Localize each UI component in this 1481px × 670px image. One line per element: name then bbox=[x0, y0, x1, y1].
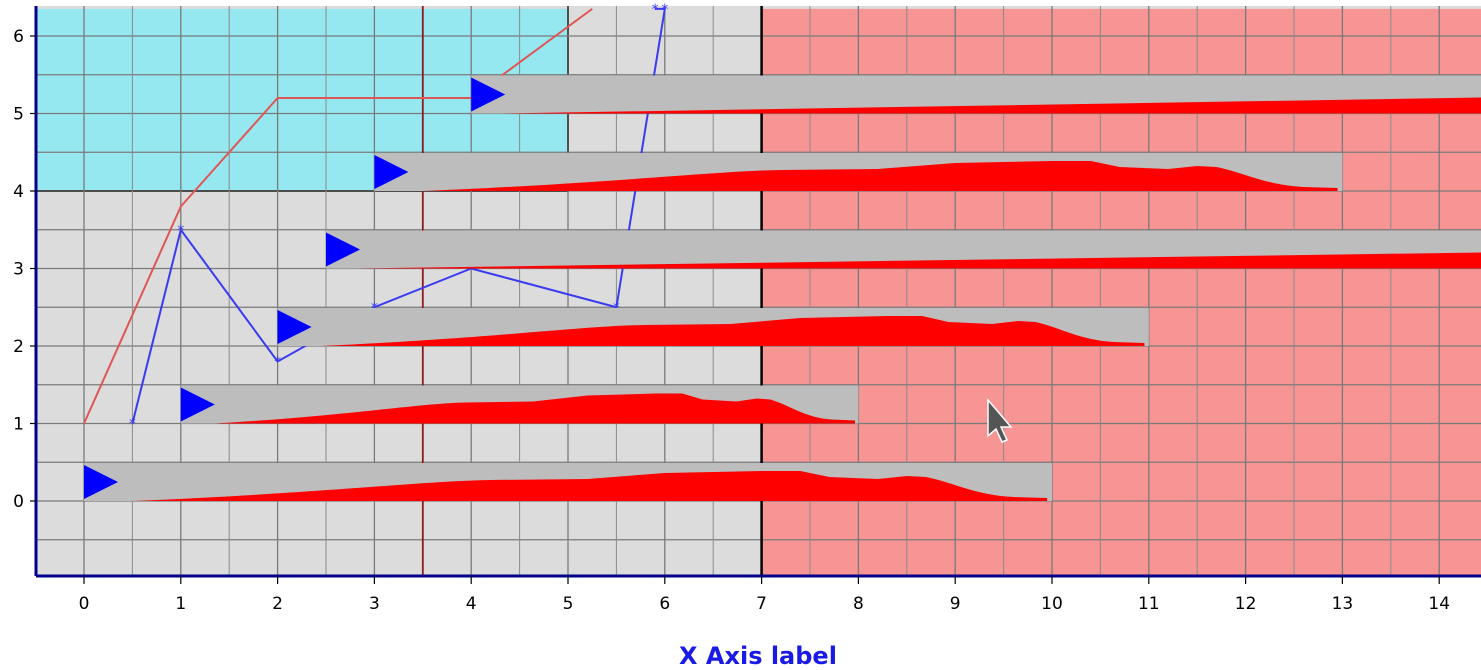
x-tick-label: 13 bbox=[1332, 594, 1354, 614]
x-axis-label: X Axis label bbox=[679, 642, 837, 670]
play-icon bbox=[374, 155, 409, 189]
x-tick-label: 6 bbox=[659, 594, 670, 614]
y-tick-label: 1 bbox=[13, 415, 24, 435]
y-tick-label: 5 bbox=[13, 105, 24, 125]
x-tick-label: 3 bbox=[369, 594, 380, 614]
x-tick-label: 1 bbox=[175, 594, 186, 614]
x-tick-label: 5 bbox=[563, 594, 574, 614]
sparkline-profile bbox=[422, 161, 1338, 191]
sparkline-bar bbox=[180, 385, 859, 424]
play-icon bbox=[84, 465, 118, 499]
x-tick-label: 8 bbox=[853, 594, 864, 614]
y-tick-label: 3 bbox=[13, 260, 24, 280]
series-point: * bbox=[468, 262, 475, 278]
sparkline-bar bbox=[374, 153, 1343, 191]
series-point: * bbox=[652, 2, 659, 18]
series-point: * bbox=[129, 417, 136, 433]
x-tick-label: 14 bbox=[1428, 594, 1450, 614]
series-line bbox=[83, 8, 593, 424]
play-icon bbox=[326, 232, 360, 267]
sparkline-bar bbox=[277, 308, 1149, 346]
play-icon bbox=[277, 310, 312, 344]
y-tick-labels: 0 1 2 3 4 5 6 bbox=[13, 27, 24, 512]
series-point: * bbox=[177, 223, 184, 239]
y-tick-label: 0 bbox=[13, 492, 24, 512]
series-point: * bbox=[274, 355, 281, 371]
sparkline-profile bbox=[214, 393, 856, 424]
sparkline-bar bbox=[326, 230, 1481, 269]
x-tick-label: 11 bbox=[1138, 594, 1160, 614]
x-tick-label: 12 bbox=[1235, 594, 1257, 614]
x-tick-label: 10 bbox=[1041, 594, 1063, 614]
series-point: * bbox=[661, 2, 668, 18]
y-tick-label: 6 bbox=[13, 27, 24, 47]
sparkline-profile bbox=[321, 316, 1145, 346]
play-icon bbox=[471, 77, 506, 112]
mouse-pointer-icon bbox=[987, 397, 1013, 443]
x-tick-label: 0 bbox=[79, 594, 90, 614]
play-icon bbox=[180, 387, 215, 422]
x-tick-label: 7 bbox=[756, 594, 767, 614]
sparkline-profile bbox=[356, 252, 1481, 269]
x-tick-labels: 0 1 2 3 4 5 6 7 8 9 10 11 12 13 14 bbox=[79, 594, 1450, 614]
x-tick-label: 9 bbox=[950, 594, 961, 614]
sparkline-bar bbox=[471, 75, 1481, 114]
x-tick-label: 4 bbox=[466, 594, 477, 614]
sparkline-bar bbox=[84, 463, 1052, 501]
axes bbox=[30, 6, 1481, 584]
y-tick-label: 4 bbox=[13, 182, 24, 202]
y-tick-label: 2 bbox=[13, 337, 24, 357]
series-line bbox=[131, 7, 666, 424]
sparkline-profile bbox=[132, 471, 1048, 501]
sparkline-profile bbox=[501, 97, 1481, 114]
x-tick-label: 2 bbox=[272, 594, 283, 614]
sparkline-bars bbox=[84, 75, 1481, 501]
